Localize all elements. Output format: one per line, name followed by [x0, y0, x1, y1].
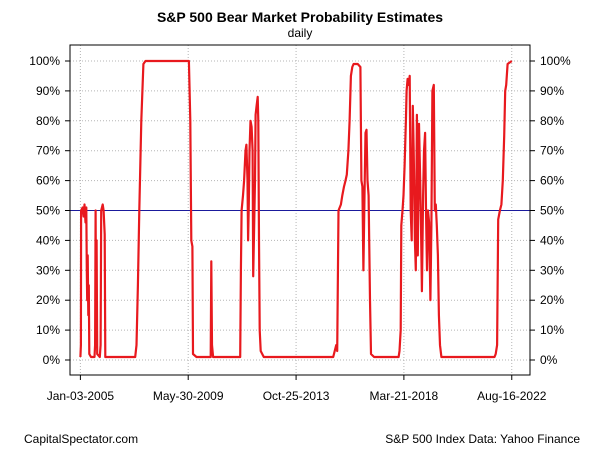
y-tick-label-left: 60%	[36, 174, 60, 188]
series-line-0	[79, 59, 513, 359]
y-tick-label-left: 80%	[36, 114, 60, 128]
y-tick-label-right: 90%	[540, 84, 564, 98]
y-tick-label-right: 70%	[540, 144, 564, 158]
y-tick-label-left: 0%	[43, 353, 61, 367]
x-tick-label: May-30-2009	[153, 389, 224, 403]
y-tick-label-left: 30%	[36, 263, 60, 277]
footer-source-right: S&P 500 Index Data: Yahoo Finance	[385, 432, 580, 446]
y-tick-label-right: 60%	[540, 174, 564, 188]
y-tick-label-left: 100%	[29, 54, 60, 68]
x-tick-label: Oct-25-2013	[263, 389, 330, 403]
y-tick-label-right: 20%	[540, 293, 564, 307]
y-tick-label-right: 10%	[540, 323, 564, 337]
chart-subtitle: daily	[287, 26, 313, 40]
y-tick-label-left: 40%	[36, 233, 60, 247]
chart-title: S&P 500 Bear Market Probability Estimate…	[156, 9, 444, 25]
y-tick-label-right: 30%	[540, 263, 564, 277]
x-tick-label: Mar-21-2018	[370, 389, 439, 403]
y-tick-label-right: 40%	[540, 233, 564, 247]
x-tick-label: Jan-03-2005	[47, 389, 115, 403]
y-tick-label-left: 10%	[36, 323, 60, 337]
y-tick-label-right: 50%	[540, 204, 564, 218]
y-tick-label-right: 100%	[540, 54, 571, 68]
footer-source-left: CapitalSpectator.com	[24, 432, 139, 446]
y-tick-label-right: 80%	[540, 114, 564, 128]
y-tick-label-left: 20%	[36, 293, 60, 307]
y-tick-label-right: 0%	[540, 353, 558, 367]
x-tick-label: Aug-16-2022	[477, 389, 547, 403]
y-tick-label-left: 50%	[36, 204, 60, 218]
y-tick-label-left: 90%	[36, 84, 60, 98]
y-tick-label-left: 70%	[36, 144, 60, 158]
